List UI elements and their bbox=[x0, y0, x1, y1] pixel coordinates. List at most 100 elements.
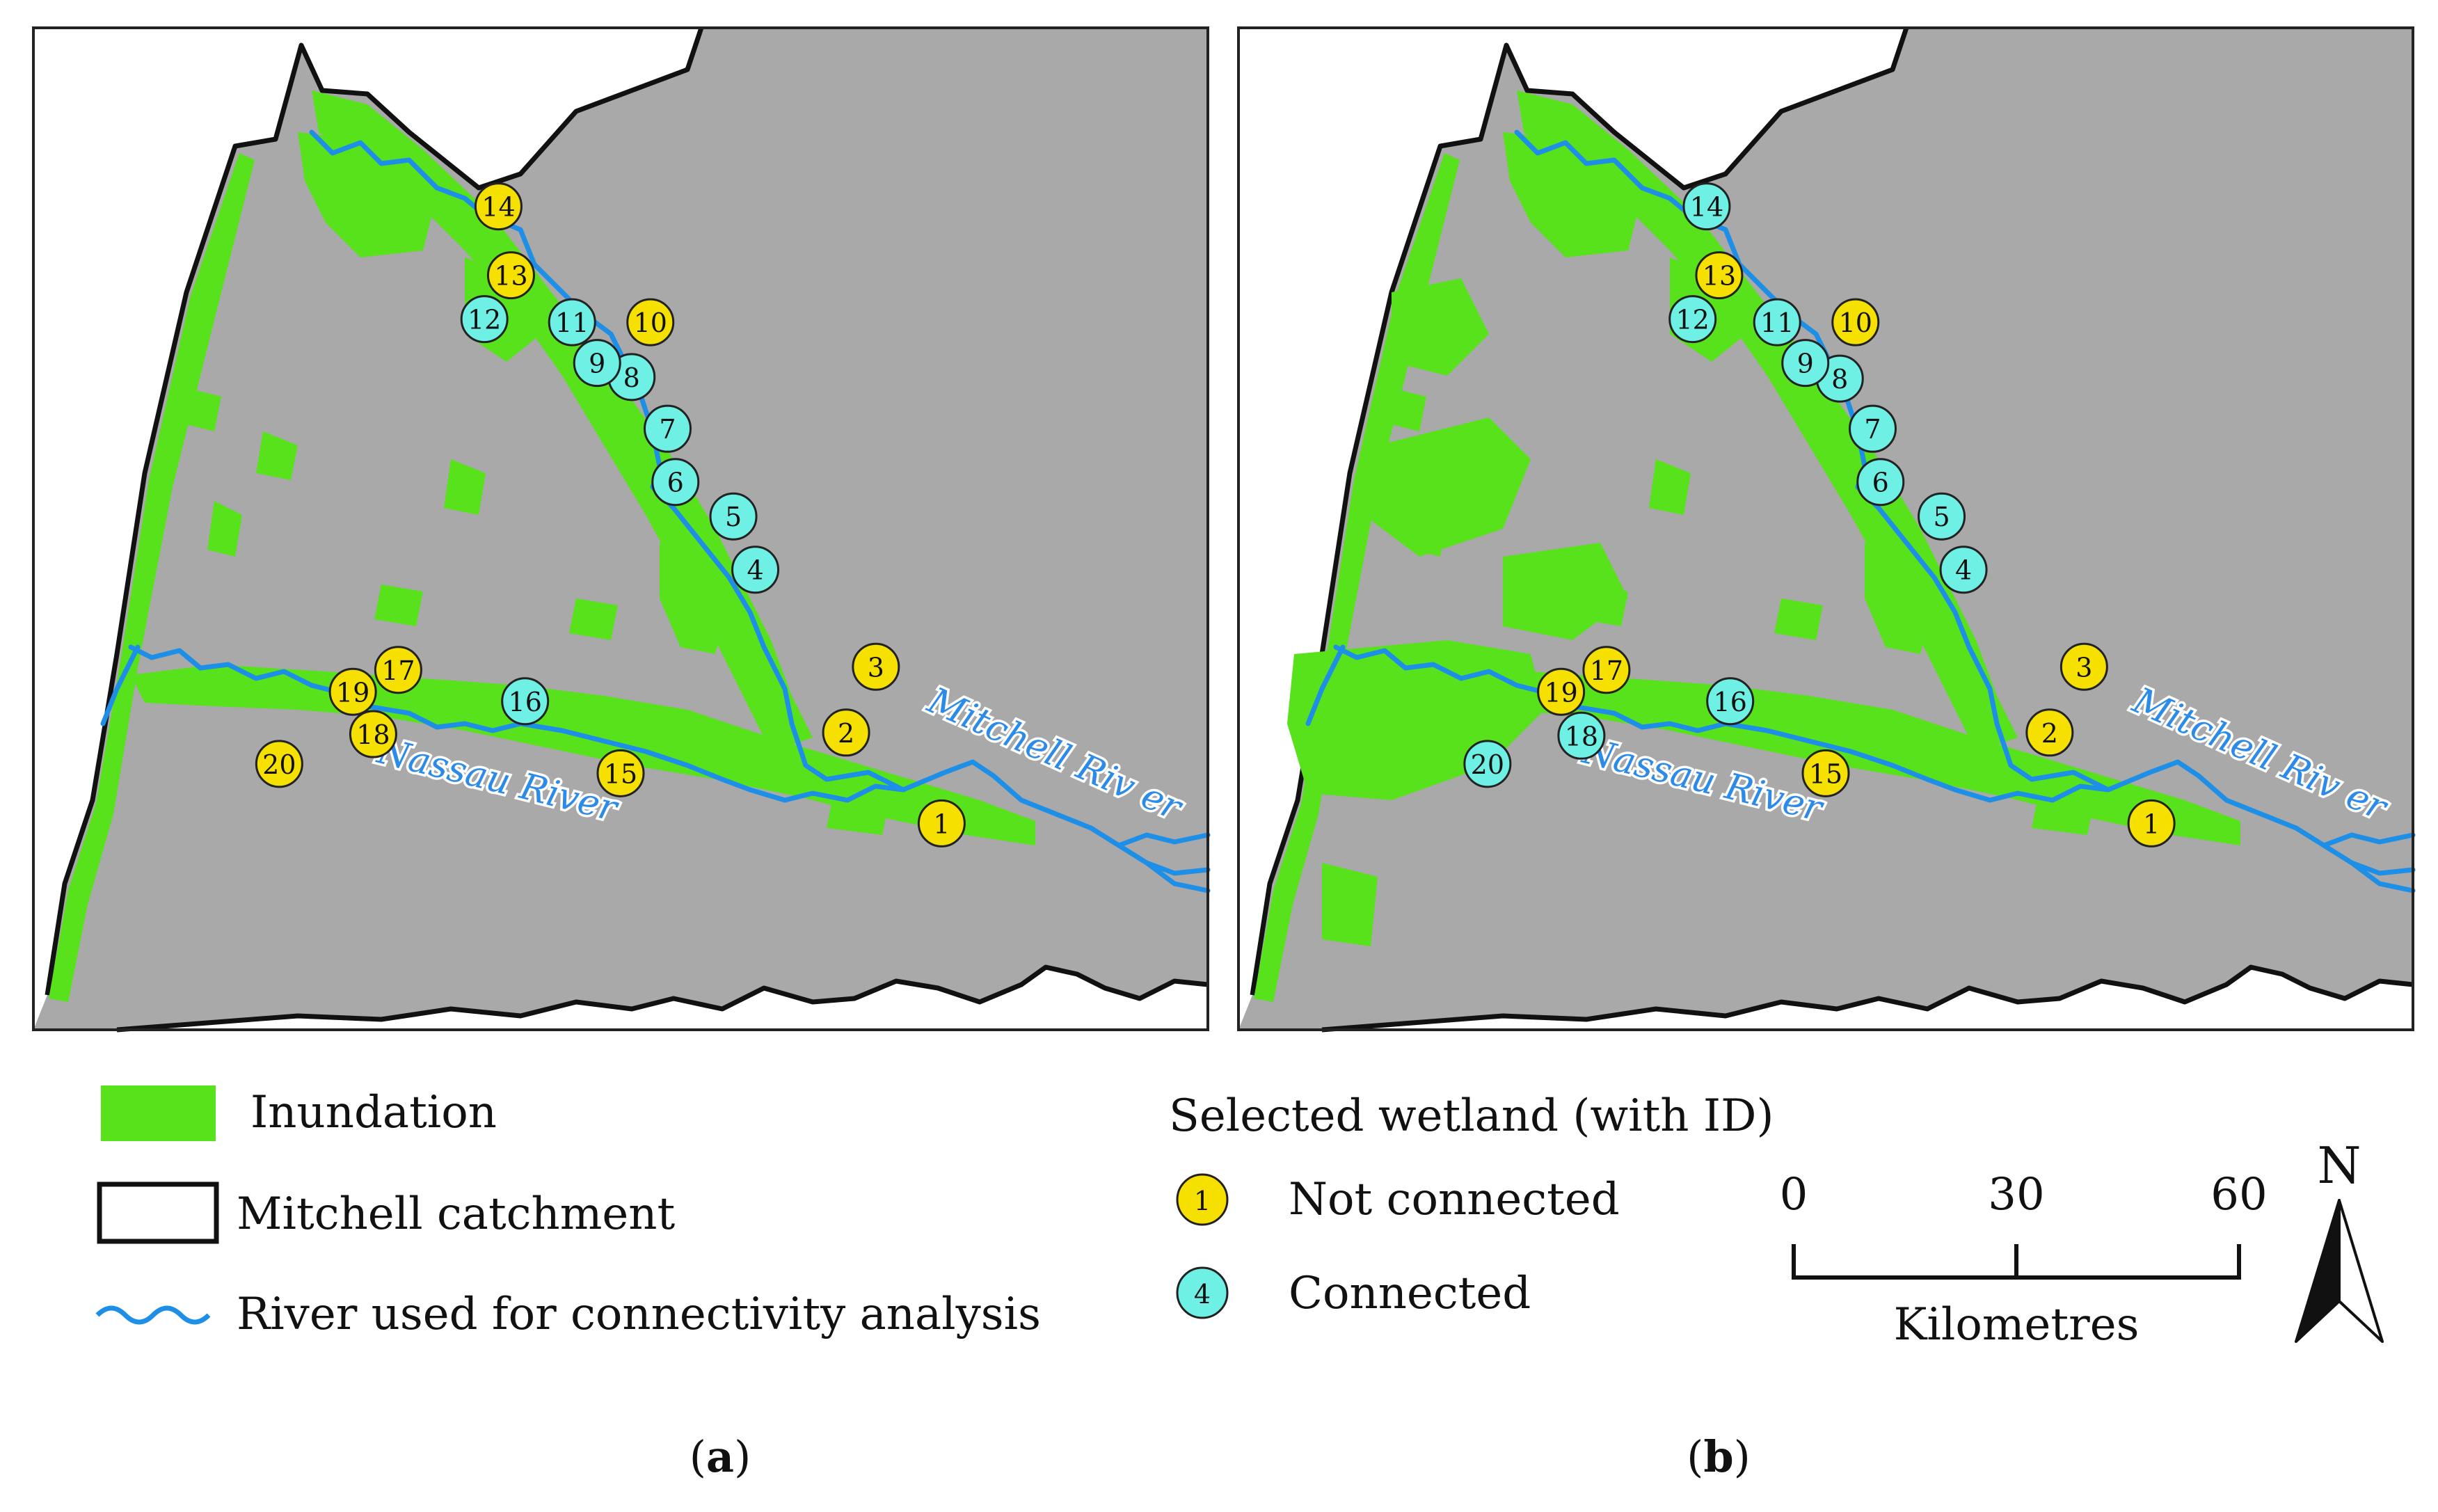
wetland-marker-id: 15 bbox=[1809, 758, 1842, 789]
wetland-marker-13: 13 bbox=[1695, 251, 1744, 300]
wetland-marker-id: 12 bbox=[1676, 305, 1710, 335]
wetland-marker-2: 2 bbox=[822, 708, 870, 757]
wetland-marker-id: 3 bbox=[2076, 652, 2092, 683]
legend-river-line bbox=[95, 1305, 211, 1325]
wetland-marker-7: 7 bbox=[644, 404, 692, 453]
wetland-marker-1: 1 bbox=[2127, 799, 2176, 847]
wetland-marker-circle bbox=[1801, 749, 1850, 797]
caption-panel-b: (b) bbox=[1687, 1431, 1751, 1482]
wetland-marker-6: 6 bbox=[1856, 458, 1905, 507]
wetland-marker-id: 7 bbox=[1864, 414, 1881, 445]
wetland-marker-id: 1 bbox=[933, 809, 950, 839]
wetland-marker-id: 5 bbox=[725, 502, 742, 532]
wetland-marker-id: 20 bbox=[1471, 749, 1504, 780]
wetland-marker-circle bbox=[709, 492, 758, 541]
map-panel-a: Nassau River Mitchell Riv er 12345678910… bbox=[32, 26, 1211, 1033]
wetland-marker-id: 8 bbox=[623, 363, 640, 393]
wetland-marker-12: 12 bbox=[1668, 295, 1717, 344]
wetland-marker-circle bbox=[1463, 740, 1512, 788]
wetland-marker-id: 16 bbox=[509, 687, 542, 717]
wetland-marker-15: 15 bbox=[596, 749, 645, 797]
wetland-marker-1: 1 bbox=[917, 799, 966, 847]
wetland-marker-circle bbox=[1706, 677, 1755, 726]
scale-tick-0: 0 bbox=[1780, 1169, 1808, 1220]
scale-tick-60: 60 bbox=[2210, 1169, 2267, 1220]
wetland-marker-17: 17 bbox=[1582, 646, 1631, 694]
wetland-marker-11: 11 bbox=[1753, 298, 1801, 347]
wetland-marker-circle bbox=[1557, 711, 1606, 760]
svg-text:1: 1 bbox=[1194, 1186, 1211, 1216]
wetland-marker-9: 9 bbox=[573, 339, 621, 388]
north-label: N bbox=[2318, 1136, 2361, 1195]
wetland-marker-circle bbox=[1781, 339, 1830, 388]
legend-inundation-swatch bbox=[101, 1085, 216, 1141]
wetland-marker-circle bbox=[374, 646, 422, 694]
legend-wetland-title: Selected wetland (with ID) bbox=[1169, 1090, 1774, 1142]
wetland-marker-circle bbox=[328, 667, 377, 716]
wetland-marker-16: 16 bbox=[1706, 677, 1755, 726]
wetland-marker-5: 5 bbox=[1918, 492, 1966, 541]
wetland-marker-circle bbox=[460, 295, 509, 344]
wetland-marker-id: 18 bbox=[356, 719, 390, 750]
legend-not-connected-marker: 1 bbox=[1176, 1173, 1229, 1226]
wetland-marker-id: 10 bbox=[1839, 308, 1872, 338]
wetland-marker-id: 13 bbox=[494, 261, 527, 292]
legend: Inundation Mitchell catchment River used… bbox=[95, 1085, 1774, 1340]
caption-panel-a: (a) bbox=[690, 1431, 751, 1482]
wetland-marker-17: 17 bbox=[374, 646, 422, 694]
wetland-marker-18: 18 bbox=[349, 710, 397, 758]
wetland-marker-3: 3 bbox=[2059, 642, 2108, 691]
wetland-marker-circle bbox=[2059, 642, 2108, 691]
wetland-marker-3: 3 bbox=[852, 642, 900, 691]
wetland-marker-id: 4 bbox=[1955, 555, 1972, 586]
wetland-marker-circle bbox=[349, 710, 397, 758]
wetland-marker-circle bbox=[501, 677, 550, 726]
north-arrow-icon: N bbox=[2295, 1136, 2384, 1343]
wetland-marker-16: 16 bbox=[501, 677, 550, 726]
wetland-marker-15: 15 bbox=[1801, 749, 1850, 797]
wetland-marker-circle bbox=[548, 298, 596, 347]
wetland-marker-circle bbox=[626, 298, 675, 347]
wetland-marker-10: 10 bbox=[1831, 298, 1880, 347]
wetland-marker-19: 19 bbox=[328, 667, 377, 716]
wetland-marker-circle bbox=[1668, 295, 1717, 344]
wetland-marker-circle bbox=[486, 251, 535, 300]
legend-connected-marker: 4 bbox=[1176, 1266, 1229, 1319]
wetland-marker-id: 19 bbox=[336, 677, 369, 708]
wetland-marker-12: 12 bbox=[460, 295, 509, 344]
wetland-marker-id: 11 bbox=[1760, 308, 1794, 338]
wetland-marker-circle bbox=[917, 799, 966, 847]
wetland-marker-circle bbox=[1849, 404, 1897, 453]
map-base-b bbox=[1238, 26, 2416, 1033]
legend-catchment-label: Mitchell catchment bbox=[237, 1188, 676, 1240]
wetland-marker-id: 14 bbox=[1690, 192, 1723, 223]
wetland-marker-id: 13 bbox=[1703, 261, 1736, 292]
wetland-marker-circle bbox=[2025, 708, 2074, 757]
wetland-marker-20: 20 bbox=[255, 740, 303, 788]
wetland-marker-id: 6 bbox=[667, 468, 684, 498]
svg-text:4: 4 bbox=[1194, 1279, 1211, 1310]
wetland-marker-id: 4 bbox=[747, 555, 763, 586]
legend-inundation-label: Inundation bbox=[250, 1087, 497, 1138]
wetland-marker-11: 11 bbox=[548, 298, 596, 347]
wetland-marker-id: 6 bbox=[1872, 468, 1889, 498]
wetland-marker-4: 4 bbox=[1939, 546, 1988, 594]
wetland-marker-circle bbox=[644, 404, 692, 453]
wetland-marker-id: 9 bbox=[589, 349, 605, 379]
wetland-marker-circle bbox=[1537, 667, 1586, 716]
wetland-marker-circle bbox=[651, 458, 700, 507]
wetland-marker-circle bbox=[1918, 492, 1966, 541]
wetland-marker-20: 20 bbox=[1463, 740, 1512, 788]
wetland-marker-id: 16 bbox=[1714, 687, 1747, 717]
wetland-marker-circle bbox=[474, 182, 523, 231]
wetland-marker-5: 5 bbox=[709, 492, 758, 541]
wetland-marker-19: 19 bbox=[1537, 667, 1586, 716]
wetland-marker-circle bbox=[1695, 251, 1744, 300]
wetland-marker-id: 17 bbox=[381, 655, 415, 686]
wetland-marker-13: 13 bbox=[486, 251, 535, 300]
wetland-marker-id: 9 bbox=[1797, 349, 1814, 379]
wetland-marker-id: 5 bbox=[1933, 502, 1950, 532]
